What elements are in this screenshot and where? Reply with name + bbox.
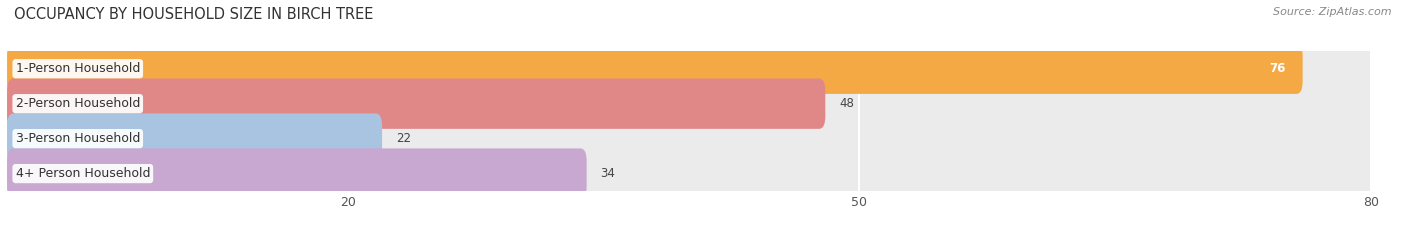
FancyBboxPatch shape <box>7 145 1371 202</box>
Text: 22: 22 <box>395 132 411 145</box>
FancyBboxPatch shape <box>7 110 1371 167</box>
Text: 76: 76 <box>1270 62 1285 75</box>
Text: OCCUPANCY BY HOUSEHOLD SIZE IN BIRCH TREE: OCCUPANCY BY HOUSEHOLD SIZE IN BIRCH TRE… <box>14 7 374 22</box>
FancyBboxPatch shape <box>7 113 382 164</box>
Text: 1-Person Household: 1-Person Household <box>15 62 141 75</box>
FancyBboxPatch shape <box>7 44 1303 94</box>
FancyBboxPatch shape <box>7 75 1371 132</box>
Text: Source: ZipAtlas.com: Source: ZipAtlas.com <box>1274 7 1392 17</box>
Text: 3-Person Household: 3-Person Household <box>15 132 141 145</box>
Text: 2-Person Household: 2-Person Household <box>15 97 141 110</box>
Text: 34: 34 <box>600 167 616 180</box>
Text: 4+ Person Household: 4+ Person Household <box>15 167 150 180</box>
FancyBboxPatch shape <box>7 40 1371 97</box>
Text: 48: 48 <box>839 97 853 110</box>
FancyBboxPatch shape <box>7 79 825 129</box>
FancyBboxPatch shape <box>7 148 586 199</box>
